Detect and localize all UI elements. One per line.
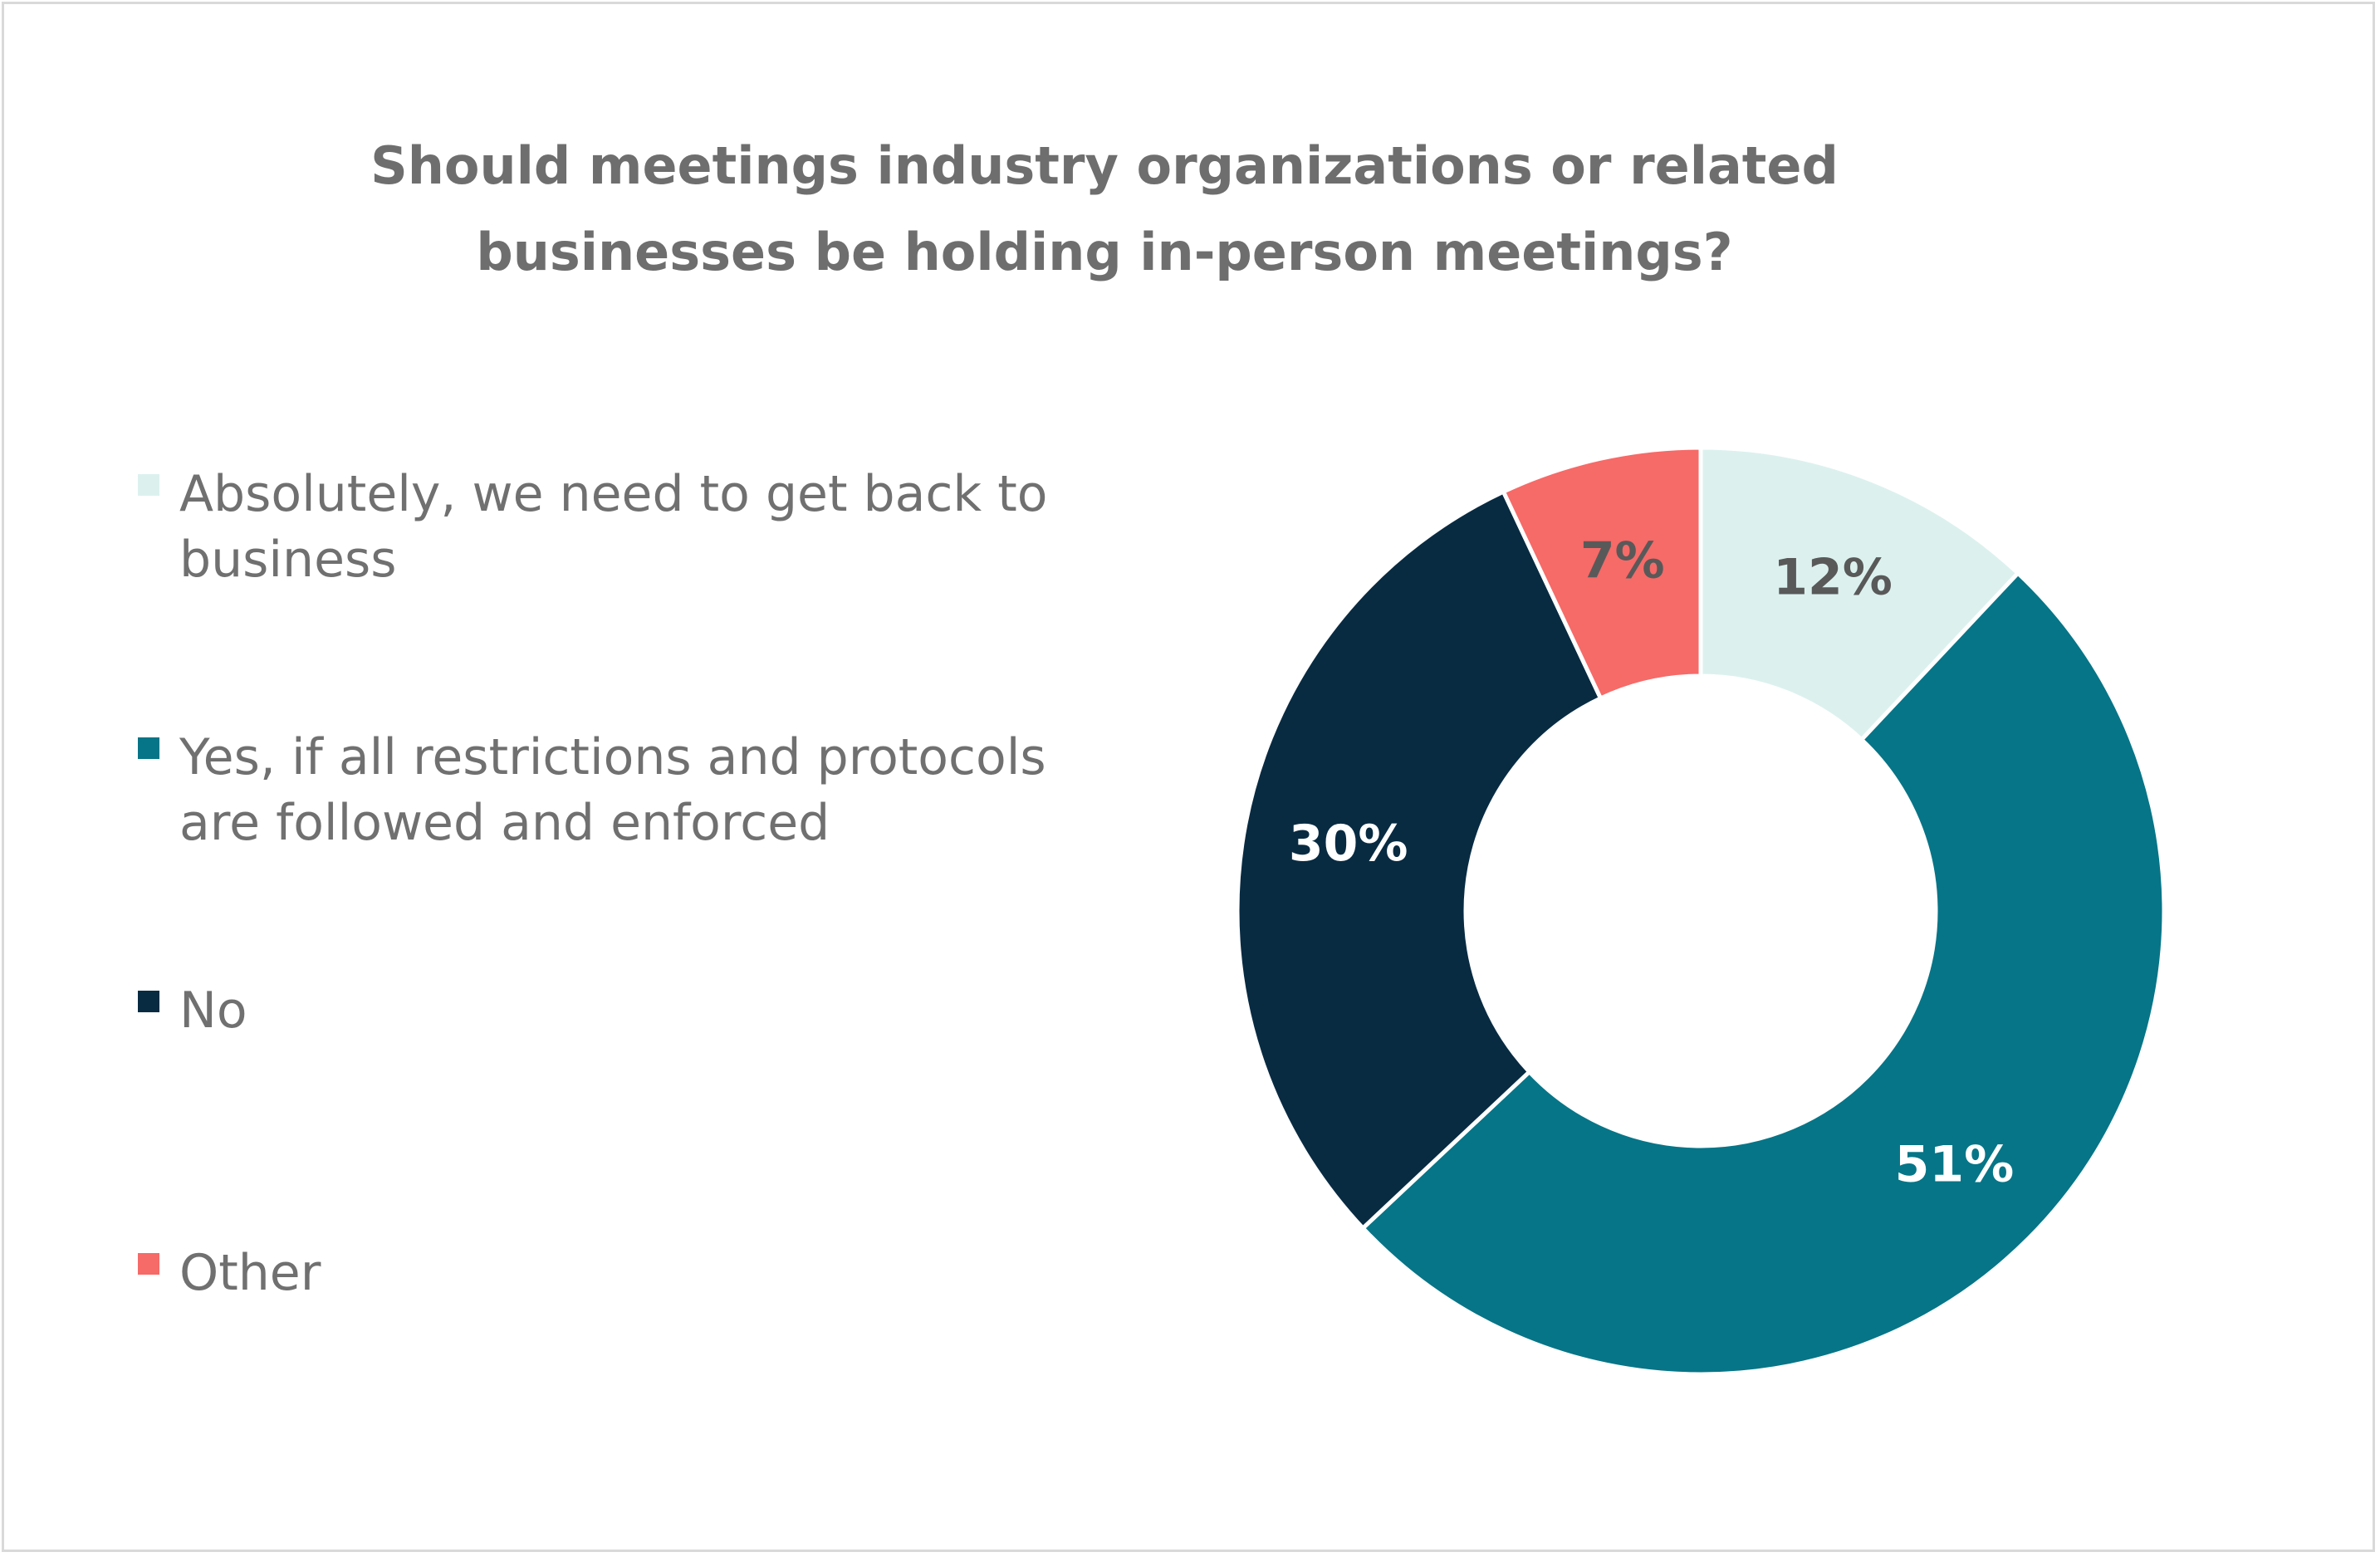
legend-label-other: Other [179, 1241, 1134, 1306]
donut-slice-no [1235, 488, 1604, 1231]
chart-title-line-1: Should meetings industry organizations o… [370, 135, 1839, 196]
donut-slice-yes [1359, 570, 2167, 1377]
legend: Absolutely, we need to get back to busin… [138, 0, 1134, 1557]
legend-label-absolutely-line-2: business [179, 531, 397, 589]
donut-label-no: 30% [1289, 815, 1408, 873]
legend-label-other-line-1: Other [179, 1244, 321, 1302]
donut-slice-other [1501, 445, 1703, 702]
legend-swatch-other [138, 1253, 159, 1275]
legend-label-no: No [179, 978, 1134, 1044]
chart-title-line-2: businesses be holding in-person meetings… [476, 222, 1733, 282]
legend-label-no-line-1: No [179, 982, 247, 1040]
legend-swatch-yes [138, 737, 159, 759]
legend-swatch-no [138, 991, 159, 1012]
legend-label-yes-line-1: Yes, if all restrictions and protocols [179, 728, 1046, 786]
legend-label-absolutely: Absolutely, we need to get back to busin… [179, 462, 1134, 593]
donut-label-other: 7% [1580, 531, 1665, 590]
legend-label-absolutely-line-1: Absolutely, we need to get back to [179, 465, 1048, 523]
legend-label-yes-line-2: are followed and enforced [179, 794, 830, 852]
donut-label-absolutely: 12% [1773, 548, 1893, 606]
legend-label-yes: Yes, if all restrictions and protocols a… [179, 725, 1134, 856]
chart-title: Should meetings industry organizations o… [166, 123, 2043, 296]
legend-swatch-absolutely [138, 474, 159, 496]
donut-label-yes: 51% [1895, 1135, 2015, 1193]
donut-slice-absolutely [1698, 445, 2021, 743]
